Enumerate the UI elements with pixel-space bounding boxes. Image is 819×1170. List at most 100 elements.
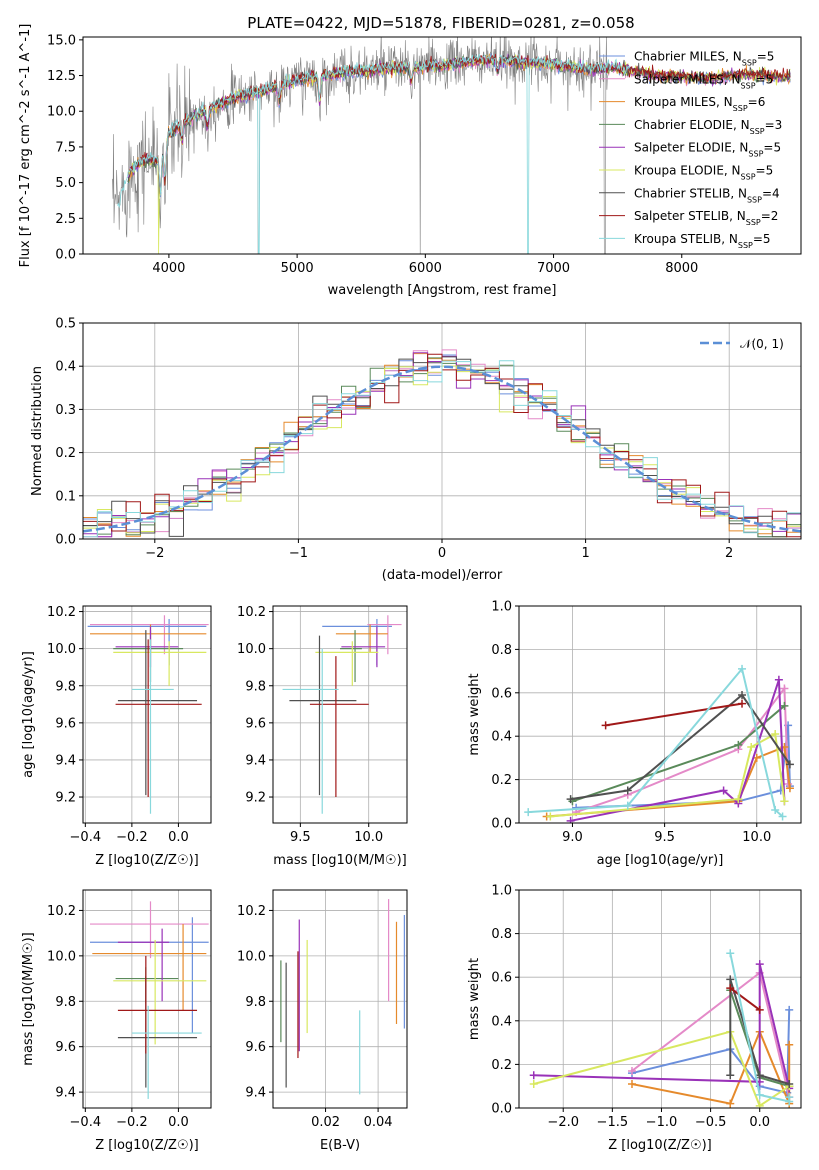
age-vs-Z-ytick-label-1: 9.4 [55,753,76,768]
spectrum-ytick-label-2: 5.0 [55,176,76,191]
weight-vs-age-marker-3-2 [780,701,789,710]
age-vs-mass-ytick-label-4: 10.0 [237,642,266,657]
spectrum-ytick-label-1: 2.5 [55,212,76,227]
weight-vs-Z-marker-5-2 [755,1101,764,1108]
age-vs-mass-frame [272,605,408,824]
legend-label-7: Salpeter STELIB, NSSP=2 [634,209,778,227]
legend-label-count-1: =5 [756,72,774,86]
weight-vs-age-frame [518,605,802,824]
weight-vs-age-ytick-label-1: 0.2 [491,773,512,788]
weight-vs-Z-ytick-label-5: 1.0 [491,884,512,899]
weight-vs-Z-frame [518,889,802,1109]
legend-label-count-7: =2 [761,209,779,223]
mass-vs-ebv-ytick-label-4: 10.2 [237,904,266,919]
mass-vs-Z-plot: −0.4 −0.2 0.0 9.4 9.6 9.8 10.0 10.2 Z [log10(Z/Z… [21,889,212,1153]
mass-vs-ebv-ytick-label-0: 9.4 [245,1086,266,1101]
legend-label-sub-0: SSP [742,58,757,67]
weight-vs-age-series-7 [605,702,743,727]
spectrum-ylabel-part: [f [18,226,33,236]
legend-label-2: Kroupa MILES, NSSP=6 [634,95,765,113]
age-vs-Z-xlabel: Z [log10(Z/Z☉)] [95,853,199,868]
weight-vs-Z-plot: −2.0 −1.5 −1.0 −0.5 0.0 0.0 0.2 0.4 0.6 0.8 1.0 Z [… [467,884,802,1153]
legend-label-sub-5: SSP [741,172,756,181]
legend-label-count-2: =6 [748,95,766,109]
weight-vs-age-ytick-label-2: 0.4 [491,730,512,745]
mass-vs-ebv-xtick-label-1: 0.04 [364,1115,393,1130]
weight-vs-Z-ytick-label-2: 0.4 [491,1014,512,1029]
mass-vs-Z-xtick-label-0: −0.4 [70,1115,102,1130]
weight-vs-age-series-6 [570,693,791,801]
weight-vs-age-ytick-label-0: 0.0 [491,817,512,832]
age-vs-Z-ylabel-part: age [21,754,36,778]
weight-vs-Z-ytick-label-0: 0.0 [491,1102,512,1117]
weight-vs-age-series-3 [572,705,786,803]
weight-vs-age-marker-8-4 [778,812,787,821]
legend-label-1: Salpeter MILES, NSSP=5 [634,72,773,90]
age-vs-Z-marks [87,615,209,814]
mass-vs-Z-frame [82,889,212,1109]
spectrum-ylabel: Flux [f 10^-17 erg cm^-2 s^-1 A^-1] [18,24,33,268]
weight-vs-Z-series-4 [533,963,791,1089]
legend-label-4: Salpeter ELODIE, NSSP=5 [634,141,781,159]
spectrum-xtick-label-0: 4000 [152,261,185,276]
weight-vs-Z-ytick-label-4: 0.8 [491,927,512,942]
spectrum-ylabel-part: cm^-2 [18,100,33,144]
mass-vs-Z-ytick-label-0: 9.4 [55,1086,76,1101]
spectrum-ytick-label-4: 10.0 [47,105,76,120]
mass-vs-Z-xtick-label-1: −0.2 [116,1115,148,1130]
weight-vs-Z-marker-5-0 [529,1080,538,1089]
weight-vs-Z-marker-1-0 [627,1066,636,1075]
age-vs-mass-xlabel-part: mass [273,853,307,868]
weight-vs-age-marker-5-1 [734,795,743,804]
weight-vs-Z-series-5 [533,1030,790,1108]
spectrum-xtick-label-4: 8000 [665,261,698,276]
age-vs-Z-ytick-label-4: 10.0 [47,642,76,657]
residuals-xtick-label-1: −1 [289,546,308,561]
spectrum-frame [82,36,802,255]
age-vs-Z-frame [82,605,212,824]
legend-label-3: Chabrier ELODIE, NSSP=3 [634,118,782,136]
legend-label-count-3: =3 [765,118,783,132]
weight-vs-age-marker-6-1 [623,786,632,795]
age-vs-Z-xlabel-part: [log10(Z/Z☉)] [108,853,199,868]
weight-vs-Z-marker-6-0 [726,1071,735,1080]
mass-vs-Z-xtick-label-2: 0.0 [168,1115,189,1130]
mass-vs-Z-ylabel: mass [log10(M/M☉)] [21,932,36,1065]
residuals-xlabel: (data-model)/error [382,568,503,583]
weight-vs-age-xtick-label-0: 9.0 [562,830,583,845]
residuals-ytick-label-3: 0.3 [55,403,76,418]
mass-vs-Z-marks [89,901,209,1099]
residuals-ytick-label-1: 0.1 [55,489,76,504]
spectrum-legend: Chabrier MILES, NSSP=5 Salpeter MILES, NS… [599,50,782,250]
age-vs-Z-ytick-label-0: 9.2 [55,791,76,806]
weight-vs-Z-marker-2-0 [627,1080,636,1089]
weight-vs-age-marks [524,664,794,823]
weight-vs-Z-xlabel-part: [log10(Z/Z☉)] [621,1138,712,1153]
mass-vs-ebv-plot: 0.02 0.04 9.4 9.6 9.8 10.0 10.2 E(B-V) [237,889,408,1153]
weight-vs-age-plot: 9.0 9.5 10.0 0.0 0.2 0.4 0.6 0.8 1.0 age [log10(a… [467,600,802,868]
weight-vs-age-marker-8-2 [738,664,747,673]
weight-vs-Z-marker-6-3 [785,1080,794,1089]
age-vs-mass-xlabel: mass [log10(M/M☉)] [273,853,406,868]
weight-vs-age-marker-6-3 [785,760,794,769]
spectrum-ylabel-part: 10^-17 [18,174,33,223]
weight-vs-age-marker-4-3 [774,675,783,684]
age-vs-Z-ytick-label-2: 9.6 [55,716,76,731]
weight-vs-age-marker-5-2 [747,743,756,752]
weight-vs-Z-marker-0-4 [785,1005,794,1014]
weight-vs-age-ytick-label-4: 0.8 [491,643,512,658]
age-vs-mass-ytick-label-3: 9.8 [245,679,266,694]
age-vs-Z-ytick-label-3: 9.8 [55,679,76,694]
residuals-marks [83,349,801,538]
weight-vs-age-xlabel-part: age [597,853,621,868]
age-vs-mass-marks [282,615,402,814]
spectrum-ytick-label-6: 15.0 [47,33,76,48]
model-spectrum-8 [117,53,631,254]
residuals-ytick-label-4: 0.4 [55,360,76,375]
weight-vs-Z-marker-8-3 [785,1093,794,1102]
age-vs-mass-xtick-label-1: 10.0 [354,830,383,845]
weight-vs-age-ylabel: mass weight [467,673,482,755]
age-vs-Z-ylabel: age [log10(age/yr)] [21,651,36,778]
legend-label-8: Kroupa STELIB, NSSP=5 [634,232,771,250]
